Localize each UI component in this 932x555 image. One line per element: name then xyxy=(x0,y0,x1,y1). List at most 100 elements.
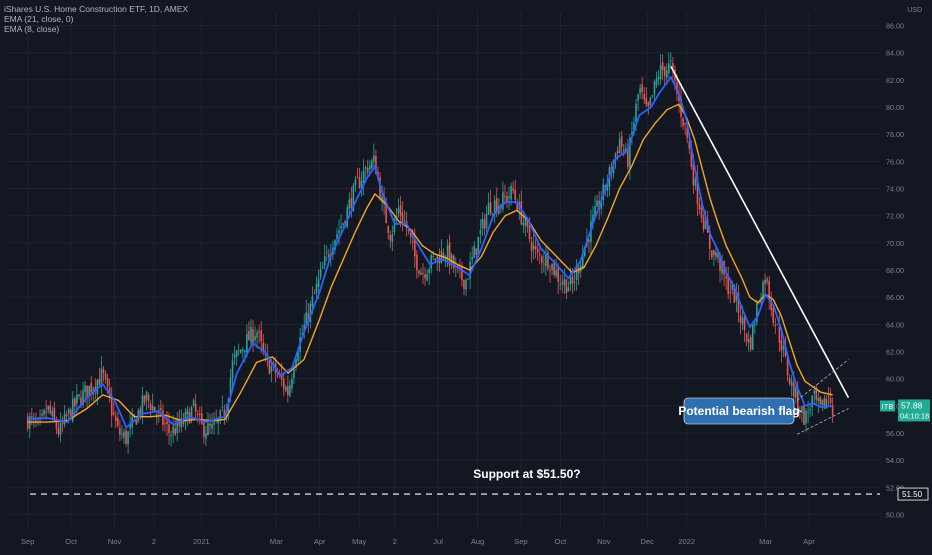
candle-body xyxy=(252,329,254,343)
downtrend-line[interactable] xyxy=(670,65,850,399)
candle-body xyxy=(123,431,125,438)
candle-body xyxy=(237,350,240,352)
flag-upper-line[interactable] xyxy=(796,359,849,401)
candle-body xyxy=(53,407,56,420)
candle-body xyxy=(297,352,299,362)
callout-text: Potential bearish flag xyxy=(678,404,799,418)
candle-body xyxy=(63,413,66,425)
candle-body xyxy=(602,183,605,200)
candle-body xyxy=(428,269,430,274)
candle-body xyxy=(672,63,674,69)
y-tick-label: 68.00 xyxy=(886,266,904,275)
candle-body xyxy=(166,421,168,425)
ema21-legend[interactable]: EMA (21, close, 0) xyxy=(4,14,74,24)
candle-body xyxy=(246,333,248,354)
candle-body xyxy=(248,331,250,341)
y-tick-label: 62.00 xyxy=(886,347,904,356)
candle-body xyxy=(172,426,174,434)
flag-lower-line[interactable] xyxy=(796,408,849,435)
candle-body xyxy=(153,406,156,412)
flag-callout[interactable]: Potential bearish flag xyxy=(678,397,802,425)
ema8-legend[interactable]: EMA (8, close) xyxy=(4,24,60,34)
candle-body xyxy=(743,316,746,331)
candle-body xyxy=(491,213,494,216)
candle-body xyxy=(760,300,762,303)
candle-body xyxy=(803,405,805,425)
candle-body xyxy=(416,254,418,270)
candle-body xyxy=(59,422,62,435)
candle-body xyxy=(737,292,740,313)
candle-body xyxy=(809,409,811,411)
x-tick-label: 2022 xyxy=(678,537,695,546)
candle-body xyxy=(147,394,150,401)
candle-body xyxy=(393,219,396,232)
candle-body xyxy=(117,417,119,426)
candle-body xyxy=(164,423,166,425)
candle-body xyxy=(270,366,273,372)
candle-body xyxy=(727,276,729,294)
x-tick-label: Oct xyxy=(65,537,78,546)
candle-body xyxy=(534,246,537,250)
candle-body xyxy=(260,330,263,342)
candle-body xyxy=(569,276,572,285)
candle-body xyxy=(196,413,199,415)
candle-body xyxy=(573,282,576,283)
x-tick-label: Nov xyxy=(108,537,122,546)
candle-body xyxy=(414,239,416,257)
candle-body xyxy=(514,190,516,200)
candle-body xyxy=(688,141,691,149)
candle-body xyxy=(614,153,617,159)
candle-body xyxy=(162,410,164,425)
symbol-title[interactable]: iShares U.S. Home Construction ETF, 1D, … xyxy=(4,4,189,14)
candle-body xyxy=(774,325,777,326)
candle-body xyxy=(141,395,144,415)
candle-body xyxy=(323,256,326,266)
candle-body xyxy=(233,354,236,358)
candle-body xyxy=(309,303,312,322)
candle-body xyxy=(219,410,222,421)
candle-body xyxy=(657,76,660,80)
candle-body xyxy=(639,87,641,94)
grid xyxy=(8,12,880,528)
candle-body xyxy=(69,409,72,420)
candle-body xyxy=(637,94,639,101)
candle-body xyxy=(790,380,793,387)
candle-body xyxy=(201,413,203,424)
candle-body xyxy=(336,234,338,240)
candle-body xyxy=(784,346,787,356)
bar-countdown: 04:10:18 xyxy=(900,411,929,420)
candle-body xyxy=(717,253,719,259)
candle-body xyxy=(276,373,279,375)
candle-body xyxy=(358,177,361,188)
candle-body xyxy=(751,323,754,350)
candle-body xyxy=(192,400,195,407)
candle-body xyxy=(426,274,428,281)
candle-body xyxy=(633,122,635,134)
candle-body xyxy=(698,204,701,210)
candle-body xyxy=(508,196,510,199)
candle-body xyxy=(90,382,93,393)
candle-body xyxy=(780,340,783,351)
y-tick-label: 54.00 xyxy=(886,456,904,465)
candle-body xyxy=(655,78,658,85)
candle-body xyxy=(229,377,232,397)
candle-body xyxy=(588,239,590,243)
candle-body xyxy=(61,422,64,424)
candle-body xyxy=(383,195,385,205)
candle-body xyxy=(827,396,830,398)
candle-body xyxy=(643,94,646,100)
candle-body xyxy=(51,410,54,417)
candle-body xyxy=(516,201,519,212)
candle-body xyxy=(176,419,179,433)
candle-body xyxy=(258,331,260,333)
candle-body xyxy=(127,431,129,445)
candle-body xyxy=(704,220,707,229)
candle-body xyxy=(461,266,463,281)
candle-body xyxy=(180,417,183,428)
candle-body xyxy=(549,270,551,272)
candle-body xyxy=(244,350,246,353)
candle-body xyxy=(98,378,101,385)
candle-body xyxy=(282,379,285,389)
